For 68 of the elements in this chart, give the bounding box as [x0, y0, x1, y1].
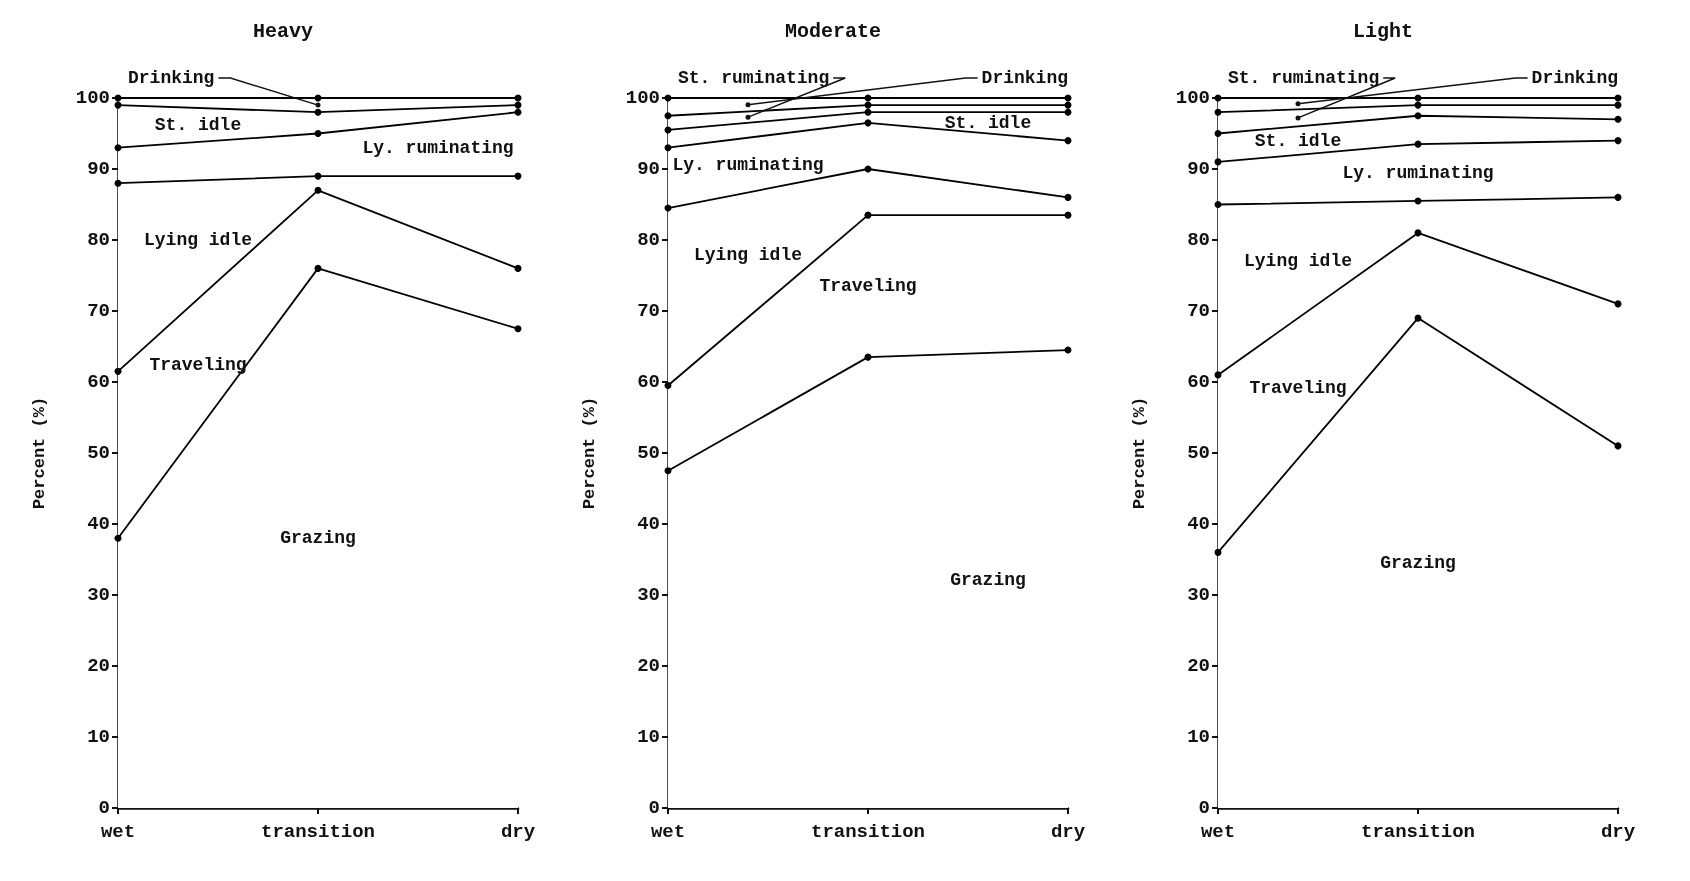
y-tick-label: 0	[648, 797, 660, 819]
y-tick-label: 40	[637, 513, 660, 535]
series-label: Traveling	[149, 354, 247, 375]
series-label: Grazing	[280, 528, 356, 549]
y-tick-label: 50	[1187, 442, 1210, 464]
x-tick-label: transition	[260, 820, 376, 843]
series-label: Grazing	[950, 570, 1026, 591]
series-label: Drinking	[981, 68, 1068, 88]
y-tick-label: 80	[637, 229, 660, 251]
series-label: Drinking	[128, 68, 215, 88]
y-tick-label: 90	[637, 158, 660, 180]
y-tick-label: 60	[1187, 371, 1210, 393]
y-tick-label: 70	[1187, 300, 1210, 322]
series-label: Traveling	[1249, 378, 1347, 399]
series-label: Lying idle	[693, 244, 803, 265]
series-label: Grazing	[1380, 553, 1456, 574]
series-label: St. ruminating	[678, 68, 830, 88]
series-label: Ly. ruminating	[362, 138, 514, 159]
y-tick-label: 100	[75, 87, 110, 109]
chart-title: Light	[1352, 19, 1414, 43]
y-tick-label: 80	[1187, 229, 1210, 251]
y-tick-label: 0	[1198, 797, 1210, 819]
series-label: St. idle	[1254, 130, 1342, 151]
x-tick-label: dry	[1050, 820, 1086, 843]
y-tick-label: 70	[637, 300, 660, 322]
series-label: Lying idle	[143, 229, 253, 250]
series-label: Ly. ruminating	[1342, 162, 1494, 183]
series-label: Drinking	[1531, 68, 1618, 88]
y-tick-label: 10	[637, 726, 660, 748]
y-tick-label: 60	[637, 371, 660, 393]
series-label: Traveling	[819, 276, 917, 297]
y-tick-label: 20	[1187, 655, 1210, 677]
y-axis-title: Percent (%)	[580, 396, 599, 510]
y-tick-label: 100	[625, 87, 660, 109]
chart-title: Heavy	[252, 19, 314, 43]
x-tick-label: dry	[500, 820, 536, 843]
y-tick-label: 10	[87, 726, 110, 748]
series-label: St. idle	[944, 112, 1032, 133]
y-tick-label: 50	[637, 442, 660, 464]
y-tick-label: 30	[637, 584, 660, 606]
y-tick-label: 70	[87, 300, 110, 322]
y-tick-label: 30	[87, 584, 110, 606]
y-tick-label: 30	[1187, 584, 1210, 606]
y-tick-label: 10	[1187, 726, 1210, 748]
series-label: St. idle	[154, 114, 242, 135]
y-tick-label: 90	[87, 158, 110, 180]
x-tick-label: wet	[100, 820, 136, 843]
y-tick-label: 40	[87, 513, 110, 535]
y-tick-label: 20	[637, 655, 660, 677]
y-tick-label: 20	[87, 655, 110, 677]
x-tick-label: transition	[810, 820, 926, 843]
y-tick-label: 50	[87, 442, 110, 464]
y-axis-title: Percent (%)	[1130, 396, 1149, 510]
y-tick-label: 80	[87, 229, 110, 251]
series-label: Lying idle	[1243, 250, 1353, 271]
y-tick-label: 60	[87, 371, 110, 393]
y-tick-label: 0	[98, 797, 110, 819]
series-label: Ly. ruminating	[672, 155, 824, 176]
x-tick-label: wet	[1200, 820, 1236, 843]
x-tick-label: wet	[650, 820, 686, 843]
chart-title: Moderate	[784, 19, 882, 43]
y-tick-label: 100	[1175, 87, 1210, 109]
x-tick-label: transition	[1360, 820, 1476, 843]
series-label: St. ruminating	[1228, 68, 1380, 88]
x-tick-label: dry	[1600, 820, 1636, 843]
y-tick-label: 90	[1187, 158, 1210, 180]
y-tick-label: 40	[1187, 513, 1210, 535]
y-axis-title: Percent (%)	[30, 396, 49, 510]
